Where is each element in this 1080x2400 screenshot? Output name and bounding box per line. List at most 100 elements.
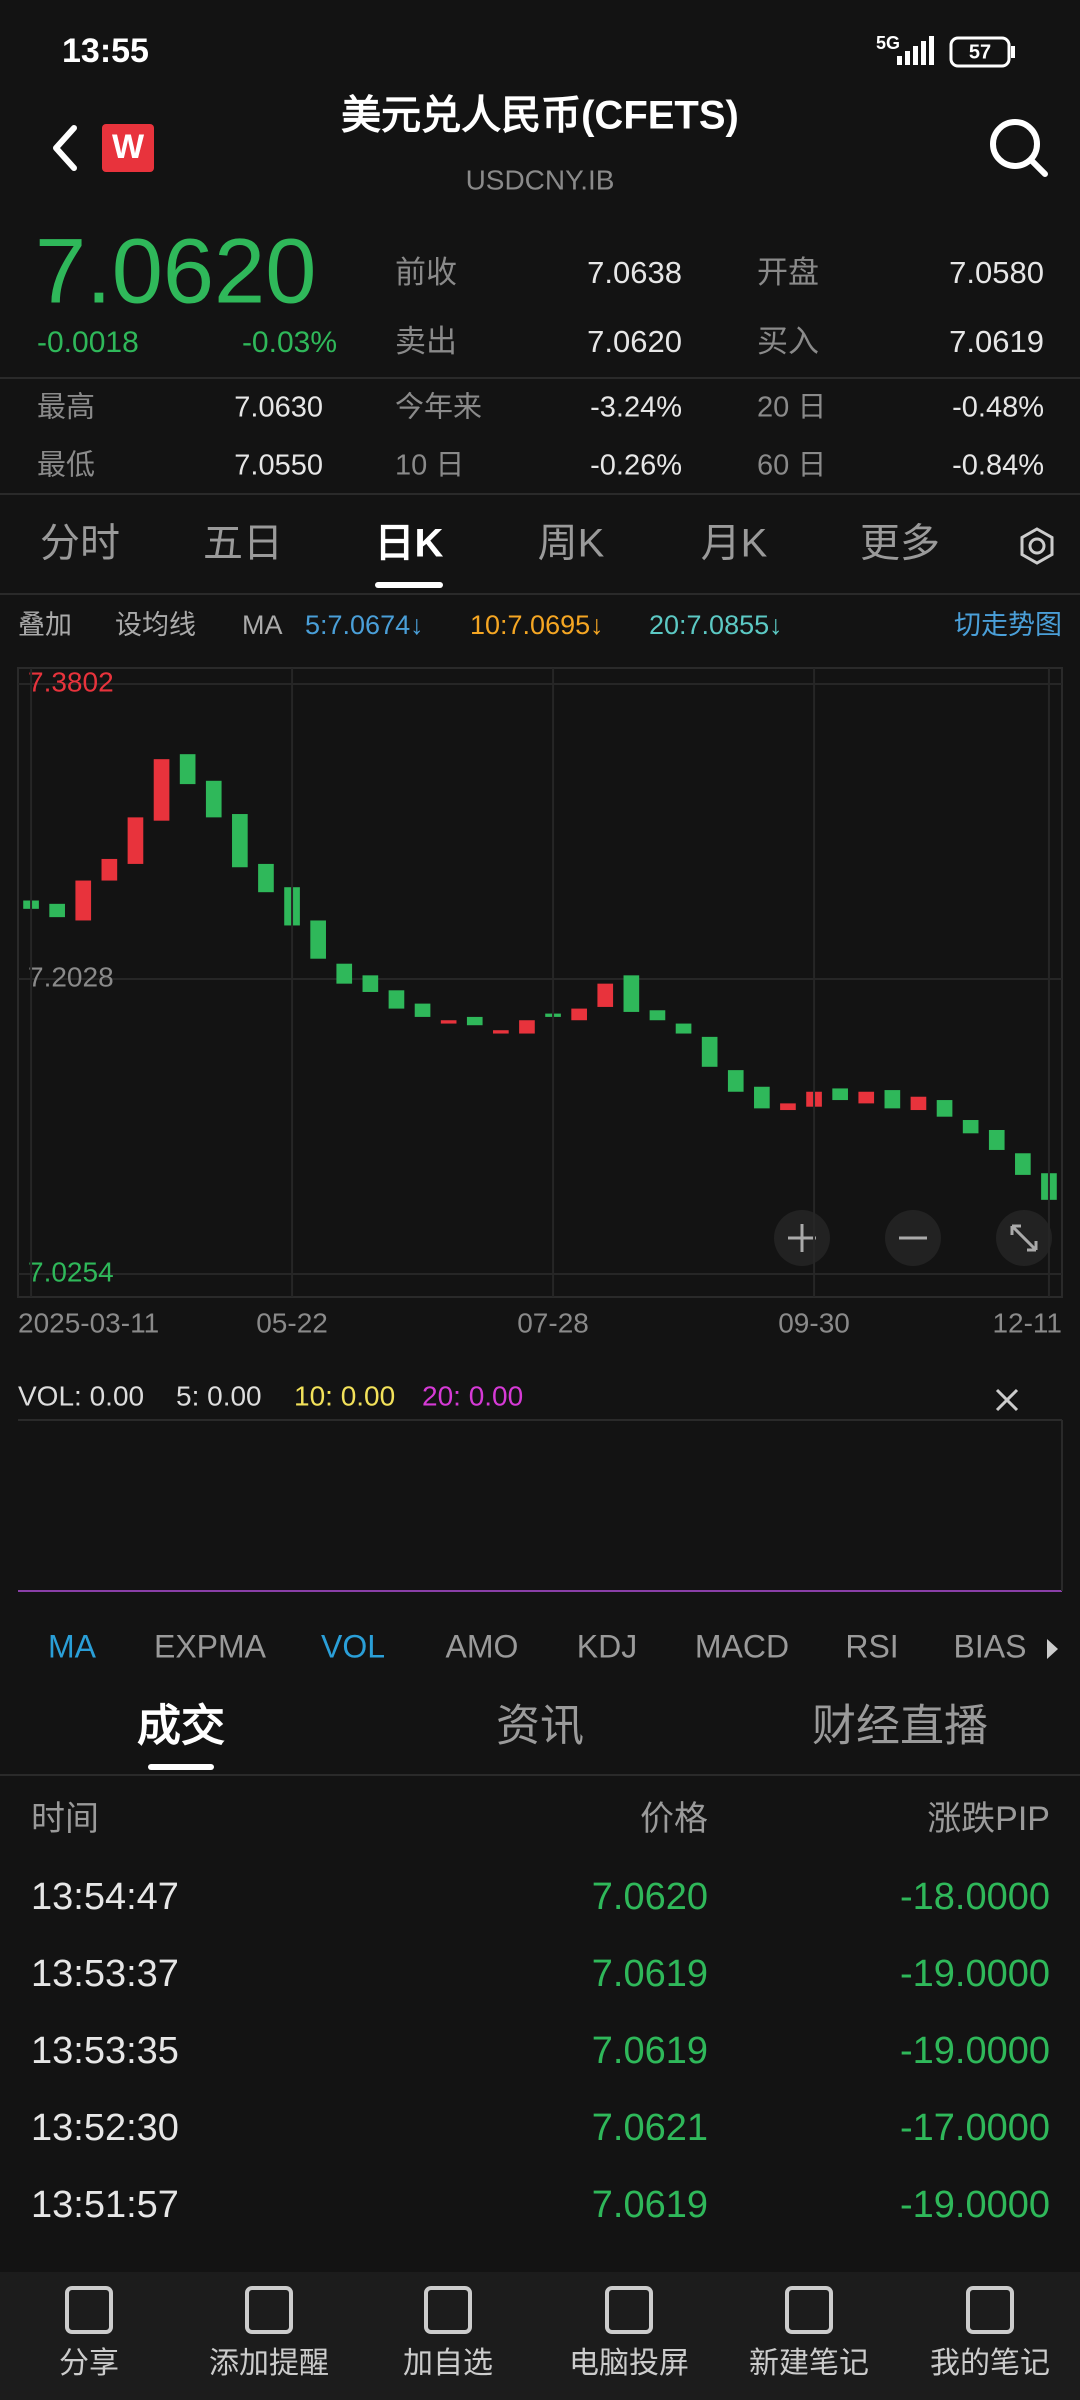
period-tab[interactable]: 更多: [860, 522, 940, 566]
candle: [780, 1103, 796, 1111]
nav-icon[interactable]: [424, 2286, 472, 2334]
battery-tip: [1011, 46, 1015, 58]
period-tab[interactable]: 五日: [203, 522, 283, 566]
stat-value: 7.0630: [234, 392, 323, 424]
field-value: 7.0620: [587, 324, 682, 359]
active-tab-indicator: [375, 582, 443, 588]
candle: [988, 1129, 1005, 1150]
candle: [701, 1036, 718, 1067]
nav-label[interactable]: 新建笔记: [749, 2347, 869, 2380]
nav-label[interactable]: 加自选: [403, 2347, 493, 2380]
fullscreen-button[interactable]: [996, 1210, 1052, 1266]
switch-chart[interactable]: 切走势图: [954, 610, 1062, 640]
back-button[interactable]: [53, 125, 77, 171]
candle: [884, 1090, 901, 1109]
settings-button[interactable]: [1020, 527, 1054, 565]
table-cell: 7.0619: [592, 2030, 708, 2072]
toolbar-item: MA: [242, 610, 283, 640]
indicator-tab[interactable]: MA: [48, 1628, 97, 1664]
candle: [75, 880, 92, 921]
page-subtitle: USDCNY.IB: [466, 164, 615, 195]
period-tab[interactable]: 分时: [40, 522, 120, 566]
table-cell: -18.0000: [900, 1876, 1050, 1918]
table-header: 价格: [640, 1800, 708, 1838]
zoom-out-button[interactable]: [885, 1210, 941, 1266]
indicator-tab[interactable]: VOL: [321, 1628, 385, 1664]
indicator-tab[interactable]: KDJ: [577, 1628, 637, 1664]
candle: [101, 858, 118, 881]
y-tick-label: 7.2028: [28, 961, 114, 992]
nav-icon[interactable]: [966, 2286, 1014, 2334]
stat-label: 10 日: [395, 450, 464, 482]
close-volume-button[interactable]: [995, 1388, 1019, 1412]
period-tab[interactable]: 月K: [701, 522, 768, 566]
table-cell: 13:54:47: [31, 1876, 179, 1918]
period-tab[interactable]: 周K: [538, 522, 605, 566]
candle: [832, 1088, 848, 1101]
volume-label: VOL: 0.00: [18, 1380, 144, 1411]
volume-label: 10: 0.00: [294, 1380, 395, 1411]
table-header: 时间: [31, 1800, 99, 1838]
table-cell: 7.0620: [592, 1876, 708, 1918]
candle: [754, 1086, 770, 1109]
candle: [388, 990, 405, 1009]
nav-icon[interactable]: [245, 2286, 293, 2334]
toolbar-item[interactable]: 叠加: [18, 610, 72, 640]
candle: [362, 975, 379, 992]
battery-level: 57: [969, 41, 991, 63]
badge-label: W: [112, 128, 145, 166]
candle: [127, 817, 144, 864]
info-tab[interactable]: 资讯: [496, 1702, 584, 1751]
nav-label[interactable]: 分享: [59, 2347, 119, 2380]
candle: [336, 963, 353, 984]
candle: [1015, 1153, 1031, 1175]
table-cell: 13:53:37: [31, 1953, 179, 1995]
candle: [493, 1030, 509, 1034]
x-tick-label: 07-28: [517, 1307, 589, 1338]
network-label: 5G: [876, 33, 900, 53]
candle: [179, 754, 196, 785]
table-cell: 7.0621: [592, 2107, 708, 2149]
status-time: 13:55: [62, 32, 149, 70]
stat-value: -0.48%: [952, 392, 1044, 424]
nav-icon[interactable]: [65, 2286, 113, 2334]
x-tick-label: 2025-03-11: [18, 1307, 159, 1338]
zoom-in-button[interactable]: [774, 1210, 830, 1266]
info-tab[interactable]: 成交: [137, 1702, 225, 1751]
nav-icon[interactable]: [605, 2286, 653, 2334]
stat-label: 最低: [37, 449, 95, 482]
nav-label[interactable]: 添加提醒: [209, 2347, 329, 2380]
indicator-tab[interactable]: EXPMA: [154, 1628, 267, 1664]
toolbar-item[interactable]: 设均线: [115, 610, 196, 640]
signal-icon: [897, 36, 934, 65]
stat-value: 7.0550: [234, 450, 323, 482]
table-cell: 13:52:30: [31, 2107, 179, 2149]
bottom-nav: [0, 2272, 1080, 2400]
search-button[interactable]: [990, 119, 1048, 177]
table-cell: 13:53:35: [31, 2030, 179, 2072]
candle: [597, 983, 614, 1007]
table-cell: 13:51:57: [31, 2184, 179, 2226]
indicator-tab[interactable]: AMO: [446, 1628, 519, 1664]
stat-label: 最高: [37, 391, 95, 424]
indicator-tab[interactable]: RSI: [845, 1628, 898, 1664]
indicator-tab[interactable]: BIAS: [954, 1628, 1027, 1664]
candle: [232, 814, 248, 868]
period-tab[interactable]: 日K: [375, 522, 444, 566]
table-cell: 7.0619: [592, 1953, 708, 1995]
candle: [962, 1120, 979, 1134]
nav-icon[interactable]: [785, 2286, 833, 2334]
nav-label[interactable]: 电脑投屏: [569, 2347, 689, 2380]
stat-label: 20 日: [757, 392, 826, 424]
stat-label: 今年来: [395, 391, 482, 424]
nav-label[interactable]: 我的笔记: [930, 2347, 1050, 2380]
candle: [623, 975, 640, 1012]
more-indicators-arrow[interactable]: [1047, 1639, 1058, 1659]
stat-label: 60 日: [757, 450, 826, 482]
indicator-tab[interactable]: MACD: [695, 1628, 789, 1664]
stat-value: -3.24%: [590, 392, 682, 424]
x-tick-label: 09-30: [778, 1307, 850, 1338]
candle: [910, 1096, 927, 1111]
info-tab[interactable]: 财经直播: [812, 1702, 988, 1751]
